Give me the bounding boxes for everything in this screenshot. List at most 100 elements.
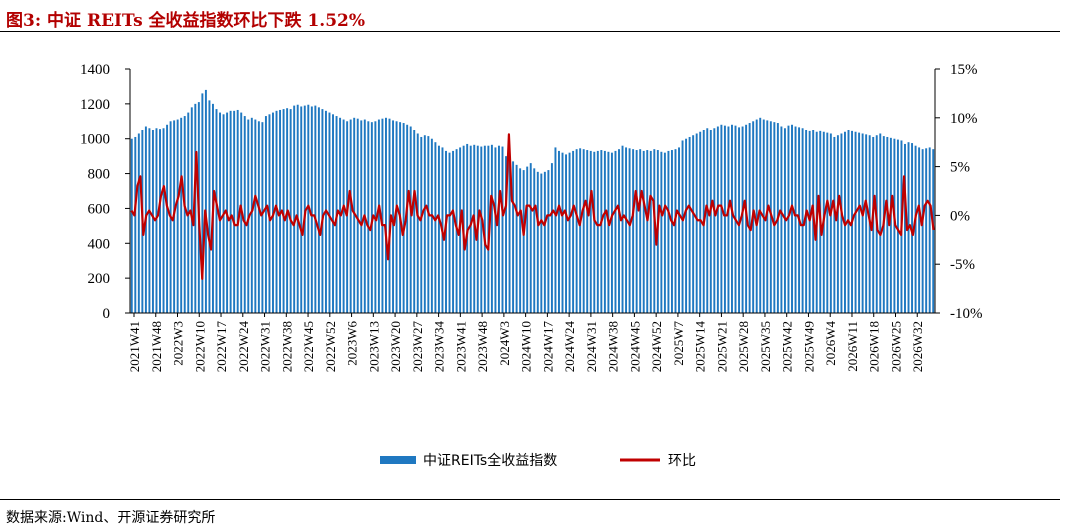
index-bar xyxy=(628,148,631,313)
index-bar xyxy=(688,136,691,313)
index-bar xyxy=(501,146,504,313)
index-bar xyxy=(748,123,751,313)
x-tick-label: 2025W42 xyxy=(780,321,795,372)
index-bar xyxy=(716,126,719,313)
x-tick-label: 2024W52 xyxy=(649,321,664,372)
index-bar xyxy=(420,136,423,313)
index-bar xyxy=(526,166,529,313)
index-bar xyxy=(911,143,914,313)
data-source: 数据来源:Wind、开源证券研究所 xyxy=(6,510,216,526)
index-bar xyxy=(505,156,507,313)
index-bar xyxy=(741,126,744,313)
index-bar xyxy=(582,149,585,313)
index-bar xyxy=(533,168,536,313)
index-bar xyxy=(586,150,589,313)
index-bar xyxy=(635,150,638,313)
index-bar xyxy=(618,149,620,313)
figure-title: 图3: 中证 REITs 全收益指数环比下跌 1.52% xyxy=(6,11,366,31)
index-bar xyxy=(780,126,783,313)
index-bar xyxy=(794,126,797,313)
index-bar xyxy=(497,145,500,313)
index-bar xyxy=(515,164,518,313)
index-bar xyxy=(808,130,811,313)
index-bar xyxy=(215,109,218,313)
right-tick-label: 0% xyxy=(950,208,970,224)
index-bar xyxy=(275,110,278,313)
index-bar xyxy=(466,143,469,313)
index-bar xyxy=(452,150,455,313)
index-bar xyxy=(932,149,935,313)
x-tick-label: 2023W20 xyxy=(388,321,403,372)
right-tick-label: -10% xyxy=(950,306,983,322)
index-bar xyxy=(727,126,730,313)
index-bar xyxy=(653,149,656,313)
x-tick-label: 2024W38 xyxy=(606,321,621,372)
index-bar xyxy=(353,117,356,313)
x-tick-label: 2024W24 xyxy=(562,321,577,373)
index-bar xyxy=(229,110,232,313)
index-bar xyxy=(512,161,515,313)
index-bar xyxy=(889,137,892,313)
left-tick-label: 200 xyxy=(88,271,111,287)
x-tick-label: 2023W6 xyxy=(345,321,360,366)
index-bar xyxy=(607,151,610,313)
x-tick-label: 2024W3 xyxy=(497,321,512,366)
x-tick-label: 2022W38 xyxy=(279,321,294,372)
index-bar xyxy=(183,116,186,313)
left-tick-label: 1200 xyxy=(80,97,110,113)
index-bar xyxy=(829,133,832,313)
index-bar xyxy=(233,110,236,313)
index-bar xyxy=(519,168,522,313)
index-bar xyxy=(783,128,786,313)
index-bar xyxy=(321,109,324,313)
x-tick-label: 2022W31 xyxy=(258,321,273,372)
index-bar xyxy=(565,154,568,313)
index-bar xyxy=(575,149,578,313)
index-bar xyxy=(159,129,161,313)
index-bar xyxy=(787,125,790,313)
chart-axes: 0 200 400 600 800 1000 1200 1400 -10% -5% 0% 5% 10% 1… xyxy=(80,62,983,372)
index-bar xyxy=(349,119,352,313)
index-bar xyxy=(356,118,359,313)
index-bar xyxy=(190,107,193,313)
index-bar xyxy=(162,128,165,313)
index-bar xyxy=(137,133,140,313)
x-tick-label: 2025W28 xyxy=(736,321,751,372)
index-bar xyxy=(416,133,419,313)
x-tick-label: 2024W45 xyxy=(627,321,642,372)
index-bar xyxy=(423,135,426,313)
index-bar xyxy=(310,106,313,313)
index-bar xyxy=(194,103,197,313)
index-bar xyxy=(836,135,839,313)
index-bar xyxy=(596,150,599,313)
index-bar xyxy=(522,170,525,313)
index-bar xyxy=(367,121,370,313)
index-bar xyxy=(879,133,882,313)
index-bar xyxy=(706,128,709,313)
right-tick-label: -5% xyxy=(950,257,975,273)
index-bar xyxy=(540,173,543,313)
x-tick-label: 2026W32 xyxy=(910,321,925,372)
index-bar xyxy=(176,119,179,313)
index-bar xyxy=(713,128,716,313)
legend-label-index: 中证REITs全收益指数 xyxy=(423,452,557,469)
index-bar xyxy=(406,124,409,314)
index-bar xyxy=(151,130,154,313)
index-bar xyxy=(201,93,204,314)
index-bar xyxy=(670,150,673,313)
index-bar xyxy=(904,143,906,313)
index-bar xyxy=(554,147,557,313)
title-divider xyxy=(0,31,1060,32)
index-bar xyxy=(833,136,836,313)
legend-swatch-index xyxy=(380,456,416,464)
index-bar xyxy=(738,127,741,313)
index-bar xyxy=(791,124,793,314)
index-bar xyxy=(204,89,207,313)
index-bar xyxy=(928,147,931,313)
index-bar xyxy=(243,116,246,313)
index-bar xyxy=(579,148,582,313)
index-bar xyxy=(166,124,169,314)
left-tick-label: 1000 xyxy=(80,132,110,148)
left-tick-label: 400 xyxy=(88,236,111,252)
index-bar xyxy=(155,128,158,313)
